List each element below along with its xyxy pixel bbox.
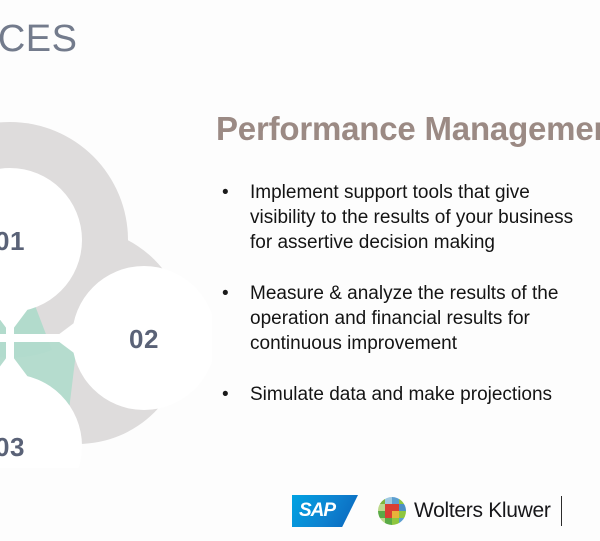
diagram-node-03-label: 03: [0, 432, 25, 462]
bullet-marker-icon: •: [222, 282, 229, 304]
diagram-node-03: 03: [0, 353, 82, 468]
bullet-item: • Simulate data and make projections: [216, 382, 600, 407]
process-diagram: 01 02 03: [0, 88, 212, 468]
diagram-node-02-label: 02: [129, 324, 159, 354]
logo-divider: [560, 496, 562, 526]
bullet-text: Implement support tools that give visibi…: [250, 181, 574, 253]
slide-title: SERVICES: [0, 18, 78, 60]
wolters-kluwer-logo: Wolters Kluwer: [378, 496, 562, 526]
bullet-item: • Implement support tools that give visi…: [216, 180, 600, 255]
sap-wordmark: SAP: [299, 500, 336, 521]
bullet-marker-icon: •: [222, 383, 229, 405]
content-heading: Performance Management: [216, 110, 600, 147]
diagram-node-01-label: 01: [0, 226, 25, 256]
diagram-node-01: 01: [0, 168, 82, 333]
partner-logo-bar: SAP Wolters Kluwer: [292, 492, 562, 530]
sap-logo-icon: SAP: [292, 495, 358, 527]
slide-content: Performance Management • Implement suppo…: [216, 110, 600, 433]
diagram-node-02: 02: [54, 266, 212, 410]
wolters-kluwer-wordmark: Wolters Kluwer: [414, 499, 551, 522]
bullet-text: Measure & analyze the results of the ope…: [250, 282, 559, 354]
bullet-text: Simulate data and make projections: [250, 383, 553, 405]
bullet-list: • Implement support tools that give visi…: [216, 180, 600, 407]
bullet-item: • Measure & analyze the results of the o…: [216, 281, 600, 356]
bullet-marker-icon: •: [222, 181, 229, 203]
wolters-kluwer-mark-icon: [378, 497, 406, 525]
